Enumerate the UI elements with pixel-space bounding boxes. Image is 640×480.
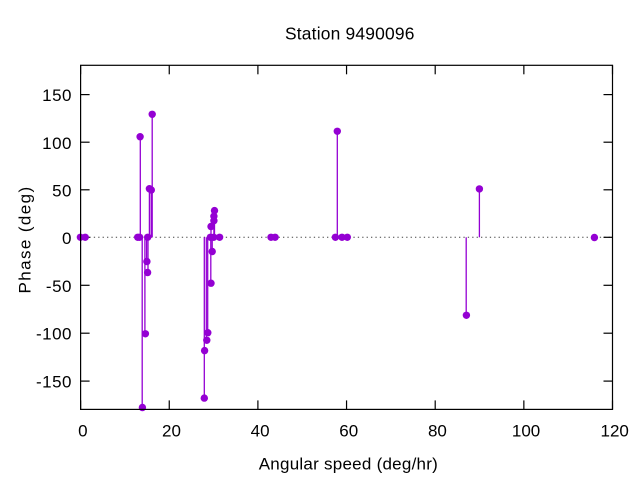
svg-text:Station 9490096: Station 9490096	[285, 23, 415, 43]
svg-text:60: 60	[339, 422, 358, 441]
svg-text:0: 0	[78, 422, 87, 441]
svg-text:150: 150	[42, 86, 72, 105]
svg-text:Angular speed (deg/hr): Angular speed (deg/hr)	[259, 455, 438, 474]
svg-text:40: 40	[251, 422, 270, 441]
svg-text:-150: -150	[36, 372, 72, 391]
svg-text:100: 100	[42, 134, 72, 153]
svg-text:0: 0	[62, 229, 72, 248]
svg-text:120: 120	[601, 422, 629, 441]
svg-text:-50: -50	[46, 277, 72, 296]
svg-text:-100: -100	[36, 325, 72, 344]
svg-text:50: 50	[52, 182, 72, 201]
svg-text:100: 100	[512, 422, 540, 441]
svg-text:80: 80	[428, 422, 447, 441]
svg-text:20: 20	[162, 422, 181, 441]
svg-text:Phase (deg): Phase (deg)	[16, 185, 35, 293]
